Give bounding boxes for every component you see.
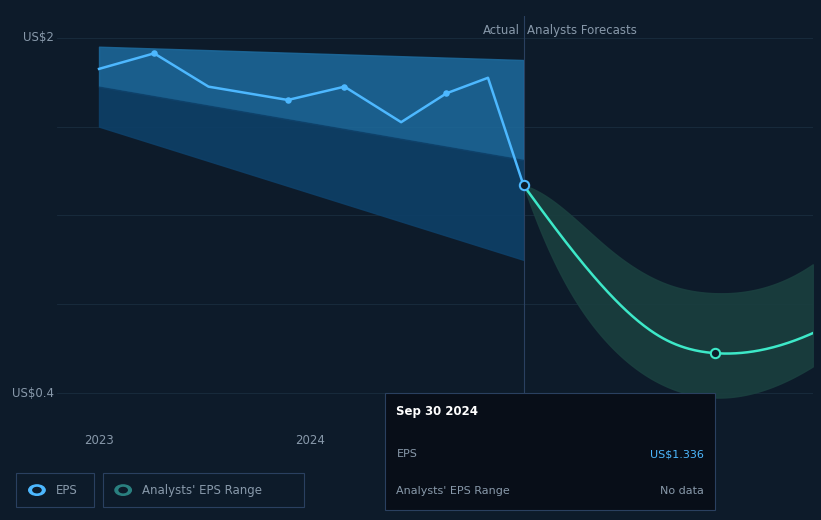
Point: [148, 49, 161, 58]
Text: Actual: Actual: [483, 24, 520, 37]
Text: Analysts Forecasts: Analysts Forecasts: [527, 24, 637, 37]
Text: 2024: 2024: [296, 434, 325, 447]
Text: EPS: EPS: [56, 484, 77, 497]
Text: 2025: 2025: [509, 434, 539, 447]
Text: EPS: EPS: [397, 449, 417, 459]
Text: Sep 30 2024: Sep 30 2024: [397, 405, 479, 418]
Point: [708, 349, 721, 357]
Text: 2026: 2026: [681, 434, 711, 447]
Point: [517, 181, 530, 189]
Text: 2023: 2023: [84, 434, 114, 447]
Text: US$0.4: US$0.4: [11, 386, 53, 399]
Point: [338, 83, 351, 91]
Text: Analysts' EPS Range: Analysts' EPS Range: [397, 486, 510, 497]
Text: Analysts' EPS Range: Analysts' EPS Range: [142, 484, 262, 497]
Point: [440, 89, 453, 97]
Point: [282, 96, 295, 104]
FancyBboxPatch shape: [385, 393, 715, 510]
Text: US$1.336: US$1.336: [650, 449, 704, 459]
Text: No data: No data: [660, 486, 704, 497]
Text: US$2: US$2: [23, 31, 53, 44]
